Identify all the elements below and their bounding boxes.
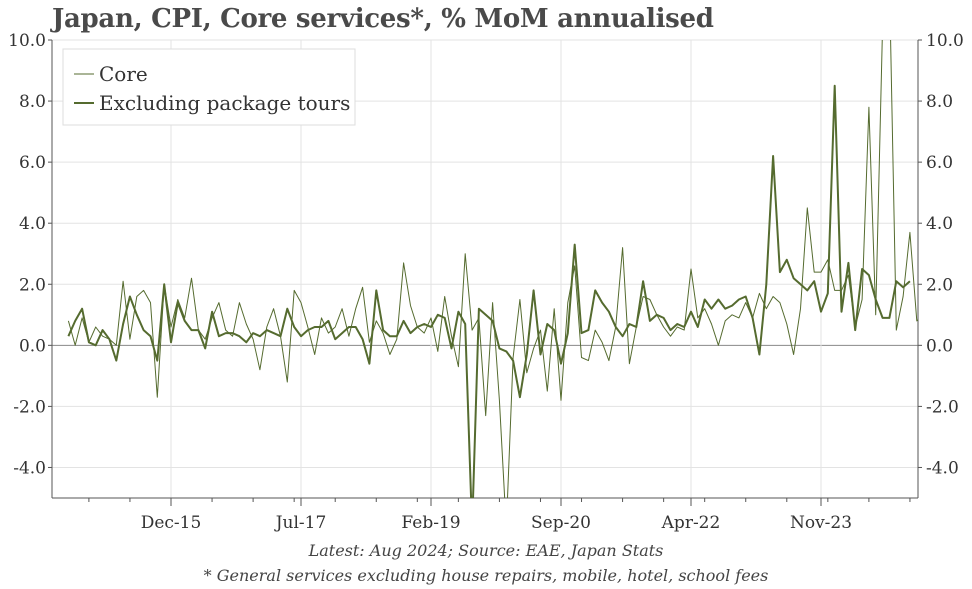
y-tick-label-right: -4.0	[926, 458, 959, 478]
y-tick-label-left: 8.0	[19, 92, 46, 112]
y-tick-label-left: 6.0	[19, 153, 46, 173]
x-tick-label: Apr-22	[661, 513, 721, 533]
legend-box	[62, 48, 356, 126]
legend: Core Excluding package tours	[62, 48, 356, 126]
x-tick-label: Sep-20	[531, 513, 591, 533]
series-line-core	[67, 40, 918, 498]
y-tick-label-left: -2.0	[13, 397, 46, 417]
source-note: Latest: Aug 2024; Source: EAE, Japan Sta…	[308, 541, 664, 560]
y-tick-label-left: -4.0	[13, 458, 46, 478]
y-tick-label-left: 4.0	[19, 214, 46, 234]
y-tick-label-left: 2.0	[19, 275, 46, 295]
legend-label-core: Core	[99, 62, 148, 86]
y-tick-label-right: 10.0	[926, 31, 964, 51]
axes: -4.0 -4.0 -2.0 -2.0 0.0 0.0 2.0 2.0 4.0 4.0 6.0 6.0…	[8, 31, 964, 533]
x-tick-label: Jul-17	[274, 513, 327, 533]
chart-title: Japan, CPI, Core services*, % MoM annual…	[52, 4, 714, 34]
y-tick-label-right: 8.0	[926, 92, 953, 112]
legend-label-excluding-package-tours: Excluding package tours	[99, 91, 350, 115]
chart: -4.0 -4.0 -2.0 -2.0 0.0 0.0 2.0 2.0 4.0 4.0 6.0 6.0…	[8, 31, 964, 533]
y-tick-label-right: -2.0	[926, 397, 959, 417]
y-tick-label-right: 4.0	[926, 214, 953, 234]
x-tick-label: Dec-15	[141, 513, 202, 533]
series-line-excluding-package-tours	[67, 84, 911, 498]
definition-note: * General services excluding house repai…	[203, 566, 769, 585]
y-tick-label-left: 10.0	[8, 31, 46, 51]
series-lines	[67, 40, 918, 498]
y-tick-label-right: 0.0	[926, 336, 953, 356]
x-tick-label: Feb-19	[401, 513, 460, 533]
y-tick-label-right: 2.0	[926, 275, 953, 295]
y-tick-label-right: 6.0	[926, 153, 953, 173]
x-tick-label: Nov-23	[790, 513, 852, 533]
y-tick-label-left: 0.0	[19, 336, 46, 356]
